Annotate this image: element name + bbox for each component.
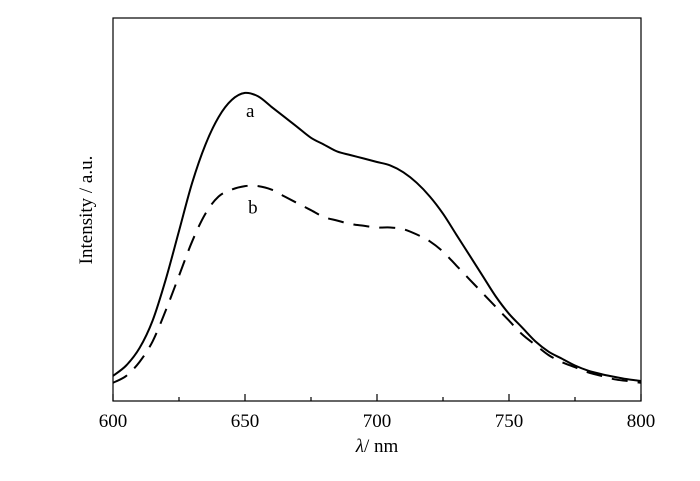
x-tick-label: 750: [495, 411, 524, 432]
series-line-a: [112, 91, 642, 382]
x-tick-label: 650: [231, 411, 260, 432]
x-tick-label: 700: [363, 411, 392, 432]
series-lines: [112, 91, 642, 384]
x-axis-unit: / nm: [364, 436, 399, 457]
x-tick-label: 600: [99, 411, 128, 432]
series-label-a: a: [246, 101, 255, 122]
series-labels: ab: [246, 101, 258, 219]
series-line-b: [112, 184, 642, 384]
x-axis-symbol: λ: [355, 436, 364, 457]
x-axis-label: λ/ nm: [355, 436, 399, 457]
plot-frame: [112, 17, 642, 402]
tick-marks: [112, 394, 642, 401]
series-label-b: b: [248, 198, 258, 219]
y-axis-label: Intensity / a.u.: [76, 156, 97, 265]
tick-labels: 600 650 700 750 800: [99, 411, 656, 432]
x-tick-label: 800: [627, 411, 656, 432]
